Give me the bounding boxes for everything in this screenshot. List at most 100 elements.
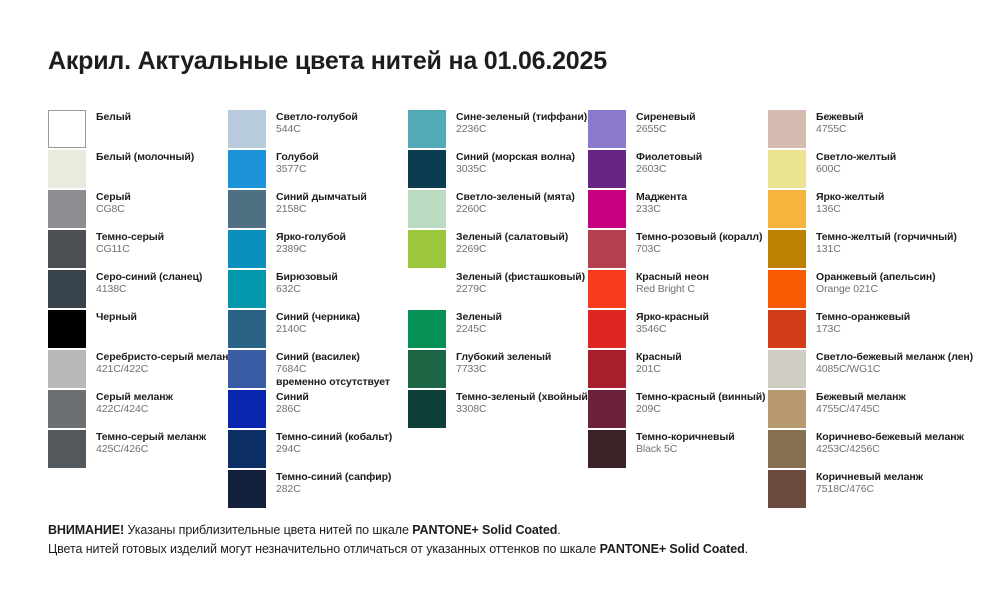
color-swatch[interactable] [768,350,806,388]
color-swatch[interactable] [768,150,806,188]
swatch-row[interactable]: Темно-красный (винный) 209C [588,390,768,430]
color-swatch[interactable] [408,150,446,188]
color-swatch[interactable] [408,110,446,148]
swatch-row[interactable]: Зеленый 2245C [408,310,588,350]
swatch-pantone-code: Orange 021C [816,283,878,296]
swatch-row[interactable]: Зеленый (салатовый) 2269C [408,230,588,270]
column-purples-reds: Сиреневый 2655C Фиолетовый 2603C Маджента 233… [588,110,768,470]
color-swatch[interactable] [588,110,626,148]
color-swatch[interactable] [588,150,626,188]
color-swatch[interactable] [588,310,626,348]
swatch-row[interactable]: Светло-зеленый (мята) 2260C [408,190,588,230]
color-swatch[interactable] [768,270,806,308]
swatch-row[interactable]: Синий (черника) 2140C [228,310,408,350]
swatch-row[interactable]: Темно-синий (кобальт) 294C [228,430,408,470]
swatch-row[interactable]: Коричнево-бежевый меланж 4253C/4256C [768,430,992,470]
swatch-row[interactable]: Бежевый меланж 4755C/4745C [768,390,992,430]
color-swatch[interactable] [48,430,86,468]
color-swatch[interactable] [768,110,806,148]
swatch-row[interactable]: Светло-желтый 600C [768,150,992,190]
color-swatch[interactable] [408,390,446,428]
swatch-row[interactable]: Темно-коричневый Black 5C [588,430,768,470]
swatch-row[interactable]: Белый [48,110,228,150]
swatch-row[interactable]: Синий дымчатый 2158C [228,190,408,230]
swatch-row[interactable]: Зеленый (фисташковый) 2279C [408,270,588,310]
swatch-row[interactable]: Бежевый 4755C [768,110,992,150]
color-swatch[interactable] [408,350,446,388]
color-swatch[interactable] [588,270,626,308]
swatch-row[interactable]: Фиолетовый 2603C [588,150,768,190]
swatch-row[interactable]: Темно-серый меланж 425C/426C [48,430,228,470]
color-swatch[interactable] [408,190,446,228]
footer-line-1: ВНИМАНИЕ! Указаны приблизительные цвета … [48,521,968,540]
color-swatch[interactable] [768,430,806,468]
color-swatch[interactable] [768,230,806,268]
swatch-row[interactable]: Бирюзовый 632C [228,270,408,310]
swatch-row[interactable]: Оранжевый (апельсин) Orange 021C [768,270,992,310]
color-swatch[interactable] [48,350,86,388]
color-swatch[interactable] [408,230,446,268]
swatch-row[interactable]: Синий (василек) 7684C временно отсутствует [228,350,408,390]
color-swatch[interactable] [588,190,626,228]
swatch-row[interactable]: Темно-зеленый (хвойный) 3308C [408,390,591,430]
color-swatch[interactable] [48,110,86,148]
swatch-row[interactable]: Белый (молочный) [48,150,228,190]
swatch-pantone-code: 3035C [456,163,487,176]
swatch-row[interactable]: Коричневый меланж 7518C/476C [768,470,992,510]
color-swatch[interactable] [228,110,266,148]
swatch-row[interactable]: Ярко-красный 3546C [588,310,768,350]
swatch-row[interactable]: Сине-зеленый (тиффани) 2236C [408,110,588,150]
color-swatch[interactable] [588,350,626,388]
color-swatch[interactable] [228,390,266,428]
color-swatch[interactable] [48,310,86,348]
color-swatch[interactable] [228,150,266,188]
color-swatch[interactable] [48,230,86,268]
attention-label: ВНИМАНИЕ! [48,523,125,537]
swatch-row[interactable]: Ярко-голубой 2389C [228,230,408,270]
color-swatch[interactable] [228,470,266,508]
color-swatch[interactable] [768,470,806,508]
swatch-row[interactable]: Ярко-желтый 136C [768,190,992,230]
color-swatch[interactable] [588,390,626,428]
color-swatch[interactable] [588,230,626,268]
color-swatch[interactable] [228,310,266,348]
swatch-row[interactable]: Темно-розовый (коралл) 703C [588,230,768,270]
color-swatch[interactable] [768,310,806,348]
swatch-row[interactable]: Светло-бежевый меланж (лен) 4085C/WG1C [768,350,992,390]
swatch-row[interactable]: Синий 286C [228,390,408,430]
swatch-row[interactable]: Серый CG8C [48,190,228,230]
swatch-text: Светло-голубой 544C [276,110,358,136]
color-swatch[interactable] [48,190,86,228]
swatch-row[interactable]: Красный неон Red Bright C [588,270,768,310]
swatch-row[interactable]: Темно-синий (сапфир) 282C [228,470,408,510]
swatch-name: Ярко-желтый [816,191,885,203]
color-swatch[interactable] [48,390,86,428]
color-swatch[interactable] [228,190,266,228]
swatch-pantone-code: 2279C [456,283,487,296]
swatch-row[interactable]: Темно-серый CG11C [48,230,228,270]
color-swatch[interactable] [228,270,266,308]
swatch-row[interactable]: Красный 201C [588,350,768,390]
swatch-row[interactable]: Серый меланж 422C/424C [48,390,228,430]
color-swatch[interactable] [768,390,806,428]
color-swatch[interactable] [768,190,806,228]
swatch-row[interactable]: Глубокий зеленый 7733C [408,350,588,390]
swatch-row[interactable]: Сиреневый 2655C [588,110,768,150]
swatch-row[interactable]: Синий (морская волна) 3035C [408,150,588,190]
color-swatch[interactable] [228,430,266,468]
color-swatch[interactable] [408,310,446,348]
color-swatch[interactable] [588,430,626,468]
swatch-row[interactable]: Голубой 3577C [228,150,408,190]
swatch-row[interactable]: Черный [48,310,228,350]
color-swatch[interactable] [228,350,266,388]
swatch-row[interactable]: Темно-оранжевый 173C [768,310,992,350]
color-swatch[interactable] [48,150,86,188]
color-swatch[interactable] [228,230,266,268]
swatch-row[interactable]: Серо-синий (сланец) 4138C [48,270,228,310]
swatch-row[interactable]: Темно-желтый (горчичный) 131C [768,230,992,270]
color-swatch[interactable] [48,270,86,308]
swatch-row[interactable]: Маджента 233C [588,190,768,230]
swatch-row[interactable]: Светло-голубой 544C [228,110,408,150]
color-swatch[interactable] [408,270,446,308]
swatch-row[interactable]: Серебристо-серый меланж 421C/422C [48,350,236,390]
